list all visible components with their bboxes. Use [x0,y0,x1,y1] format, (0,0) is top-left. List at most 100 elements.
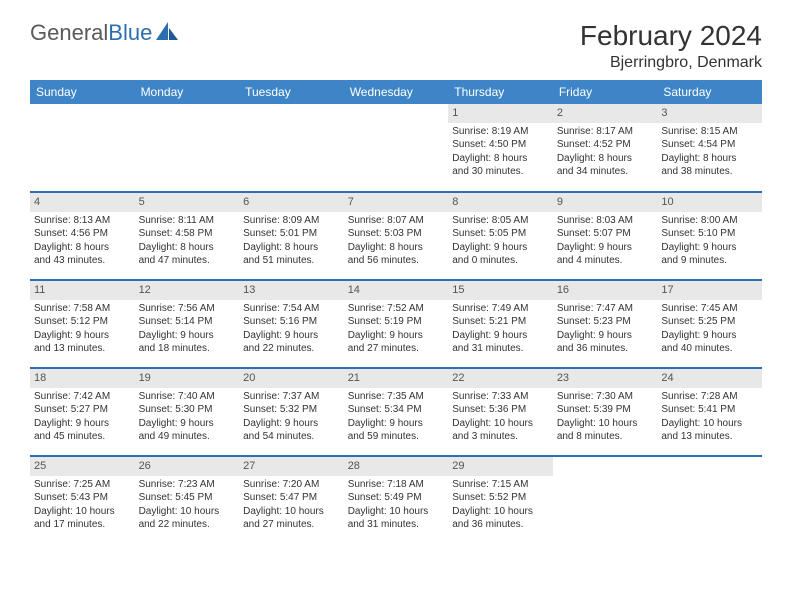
sunrise-line: Sunrise: 7:30 AM [557,390,654,404]
calendar-cell: 9Sunrise: 8:03 AMSunset: 5:07 PMDaylight… [553,192,658,280]
day-number: 14 [344,281,449,300]
daylight-line-2: and 13 minutes. [661,430,758,444]
calendar-cell: . [344,104,449,192]
daylight-line-1: Daylight: 10 hours [557,417,654,431]
daylight-line-2: and 51 minutes. [243,254,340,268]
calendar-cell: 23Sunrise: 7:30 AMSunset: 5:39 PMDayligh… [553,368,658,456]
sunrise-line: Sunrise: 7:52 AM [348,302,445,316]
col-sun: Sunday [30,80,135,104]
sunset-line: Sunset: 5:05 PM [452,227,549,241]
calendar-cell: 25Sunrise: 7:25 AMSunset: 5:43 PMDayligh… [30,456,135,544]
sunrise-line: Sunrise: 7:58 AM [34,302,131,316]
day-number: 7 [344,193,449,212]
daylight-line-2: and 22 minutes. [139,518,236,532]
sunrise-line: Sunrise: 7:54 AM [243,302,340,316]
daylight-line-1: Daylight: 8 hours [661,152,758,166]
daylight-line-2: and 9 minutes. [661,254,758,268]
day-number: 9 [553,193,658,212]
sunset-line: Sunset: 4:56 PM [34,227,131,241]
col-tue: Tuesday [239,80,344,104]
daylight-line-2: and 22 minutes. [243,342,340,356]
calendar-cell: . [553,456,658,544]
calendar-cell: 18Sunrise: 7:42 AMSunset: 5:27 PMDayligh… [30,368,135,456]
daylight-line-2: and 36 minutes. [452,518,549,532]
day-number: 12 [135,281,240,300]
calendar-cell: 21Sunrise: 7:35 AMSunset: 5:34 PMDayligh… [344,368,449,456]
calendar-cell: 11Sunrise: 7:58 AMSunset: 5:12 PMDayligh… [30,280,135,368]
calendar-cell: 14 Sunrise: 7:52 AMSunset: 5:19 PMDayligh… [344,280,449,368]
daylight-line-1: Daylight: 9 hours [452,329,549,343]
calendar-cell: . [657,456,762,544]
calendar-cell: 6Sunrise: 8:09 AMSunset: 5:01 PMDaylight… [239,192,344,280]
daylight-line-1: Daylight: 9 hours [34,329,131,343]
calendar-cell: 28Sunrise: 7:18 AMSunset: 5:49 PMDayligh… [344,456,449,544]
daylight-line-1: Daylight: 8 hours [139,241,236,255]
calendar-cell: 7Sunrise: 8:07 AMSunset: 5:03 PMDaylight… [344,192,449,280]
sunset-line: Sunset: 5:32 PM [243,403,340,417]
sunset-line: Sunset: 4:58 PM [139,227,236,241]
sunrise-line: Sunrise: 8:09 AM [243,214,340,228]
daylight-line-1: Daylight: 9 hours [348,329,445,343]
day-number: 28 [344,457,449,476]
sunrise-line: Sunrise: 8:11 AM [139,214,236,228]
day-number: 27 [239,457,344,476]
sunrise-line: Sunrise: 7:37 AM [243,390,340,404]
sunrise-line: Sunrise: 8:00 AM [661,214,758,228]
day-number: 4 [30,193,135,212]
daylight-line-2: and 56 minutes. [348,254,445,268]
day-number: 6 [239,193,344,212]
calendar-cell: 26Sunrise: 7:23 AMSunset: 5:45 PMDayligh… [135,456,240,544]
calendar-cell: 17Sunrise: 7:45 AMSunset: 5:25 PMDayligh… [657,280,762,368]
sunset-line: Sunset: 4:54 PM [661,138,758,152]
daylight-line-2: and 59 minutes. [348,430,445,444]
location-subtitle: Bjerringbro, Denmark [580,54,762,72]
sunset-line: Sunset: 5:49 PM [348,491,445,505]
calendar-week: 25Sunrise: 7:25 AMSunset: 5:43 PMDayligh… [30,456,762,544]
calendar-cell: 13Sunrise: 7:54 AMSunset: 5:16 PMDayligh… [239,280,344,368]
day-number: 20 [239,369,344,388]
daylight-line-2: and 0 minutes. [452,254,549,268]
daylight-line-2: and 8 minutes. [557,430,654,444]
sunset-line: Sunset: 5:39 PM [557,403,654,417]
sunrise-line: Sunrise: 8:15 AM [661,125,758,139]
sunrise-line: Sunrise: 7:33 AM [452,390,549,404]
calendar-cell: 2Sunrise: 8:17 AMSunset: 4:52 PMDaylight… [553,104,658,192]
daylight-line-2: and 3 minutes. [452,430,549,444]
daylight-line-1: Daylight: 10 hours [139,505,236,519]
calendar-cell: 12Sunrise: 7:56 AMSunset: 5:14 PMDayligh… [135,280,240,368]
sunset-line: Sunset: 4:50 PM [452,138,549,152]
sunset-line: Sunset: 5:14 PM [139,315,236,329]
calendar-cell: . [30,104,135,192]
calendar-table: Sunday Monday Tuesday Wednesday Thursday… [30,80,762,544]
col-sat: Saturday [657,80,762,104]
sunset-line: Sunset: 5:27 PM [34,403,131,417]
calendar-cell: 4Sunrise: 8:13 AMSunset: 4:56 PMDaylight… [30,192,135,280]
daylight-line-2: and 34 minutes. [557,165,654,179]
daylight-line-2: and 4 minutes. [557,254,654,268]
daylight-line-1: Daylight: 8 hours [452,152,549,166]
calendar-cell: 8Sunrise: 8:05 AMSunset: 5:05 PMDaylight… [448,192,553,280]
daylight-line-2: and 54 minutes. [243,430,340,444]
sunrise-line: Sunrise: 8:13 AM [34,214,131,228]
day-number: 19 [135,369,240,388]
calendar-cell: 27Sunrise: 7:20 AMSunset: 5:47 PMDayligh… [239,456,344,544]
day-number: 22 [448,369,553,388]
sunset-line: Sunset: 5:19 PM [348,315,445,329]
daylight-line-1: Daylight: 9 hours [139,329,236,343]
sunrise-line: Sunrise: 7:49 AM [452,302,549,316]
month-title: February 2024 [580,20,762,52]
daylight-line-1: Daylight: 9 hours [243,329,340,343]
day-number: 18 [30,369,135,388]
day-number: 11 [30,281,135,300]
day-number: 17 [657,281,762,300]
title-block: February 2024 Bjerringbro, Denmark [580,20,762,72]
daylight-line-2: and 18 minutes. [139,342,236,356]
day-number: 13 [239,281,344,300]
calendar-cell: . [135,104,240,192]
daylight-line-1: Daylight: 9 hours [661,241,758,255]
day-number: 24 [657,369,762,388]
daylight-line-1: Daylight: 10 hours [348,505,445,519]
daylight-line-1: Daylight: 10 hours [452,417,549,431]
daylight-line-2: and 27 minutes. [243,518,340,532]
sunrise-line: Sunrise: 8:03 AM [557,214,654,228]
